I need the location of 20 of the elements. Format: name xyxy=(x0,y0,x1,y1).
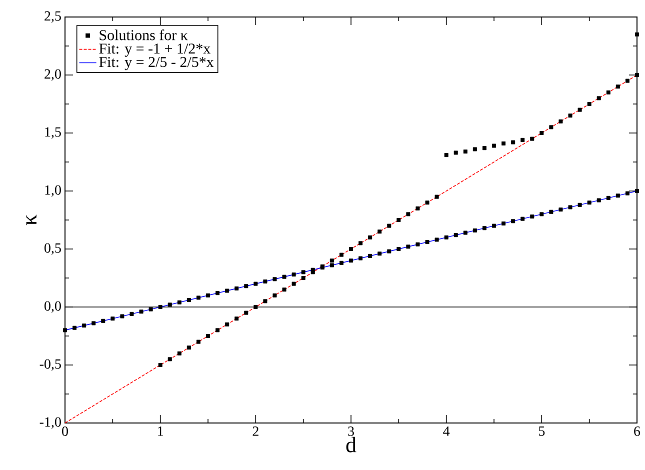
x-tick-label: 2 xyxy=(252,426,258,436)
x-axis-title: d xyxy=(346,436,356,452)
y-tick-label: 0,5 xyxy=(44,243,61,255)
x-tick-label: 6 xyxy=(634,426,640,436)
y-tick-label: 0,0 xyxy=(44,301,61,313)
y-tick-label: 2,5 xyxy=(44,11,61,23)
y-tick-label: 1,0 xyxy=(45,185,61,197)
y-axis-title: κ xyxy=(26,214,36,226)
legend-label: Fit: y = 2/5 - 2/5*x xyxy=(99,57,214,70)
y-tick-label: -0,5 xyxy=(40,359,61,371)
x-tick-label: 5 xyxy=(538,426,545,436)
legend-label: Solutions for κ xyxy=(100,30,188,40)
x-tick-label: 4 xyxy=(443,426,450,436)
y-tick-label: 1,5 xyxy=(45,127,61,139)
y-tick-label: -1,0 xyxy=(40,417,61,429)
x-tick-label: 1 xyxy=(158,426,163,436)
x-tick-label: 3 xyxy=(348,426,354,436)
legend-label: Fit: y = -1 + 1/2*x xyxy=(99,44,210,57)
y-tick-label: 2,0 xyxy=(44,69,61,81)
x-tick-label: 0 xyxy=(62,426,68,436)
